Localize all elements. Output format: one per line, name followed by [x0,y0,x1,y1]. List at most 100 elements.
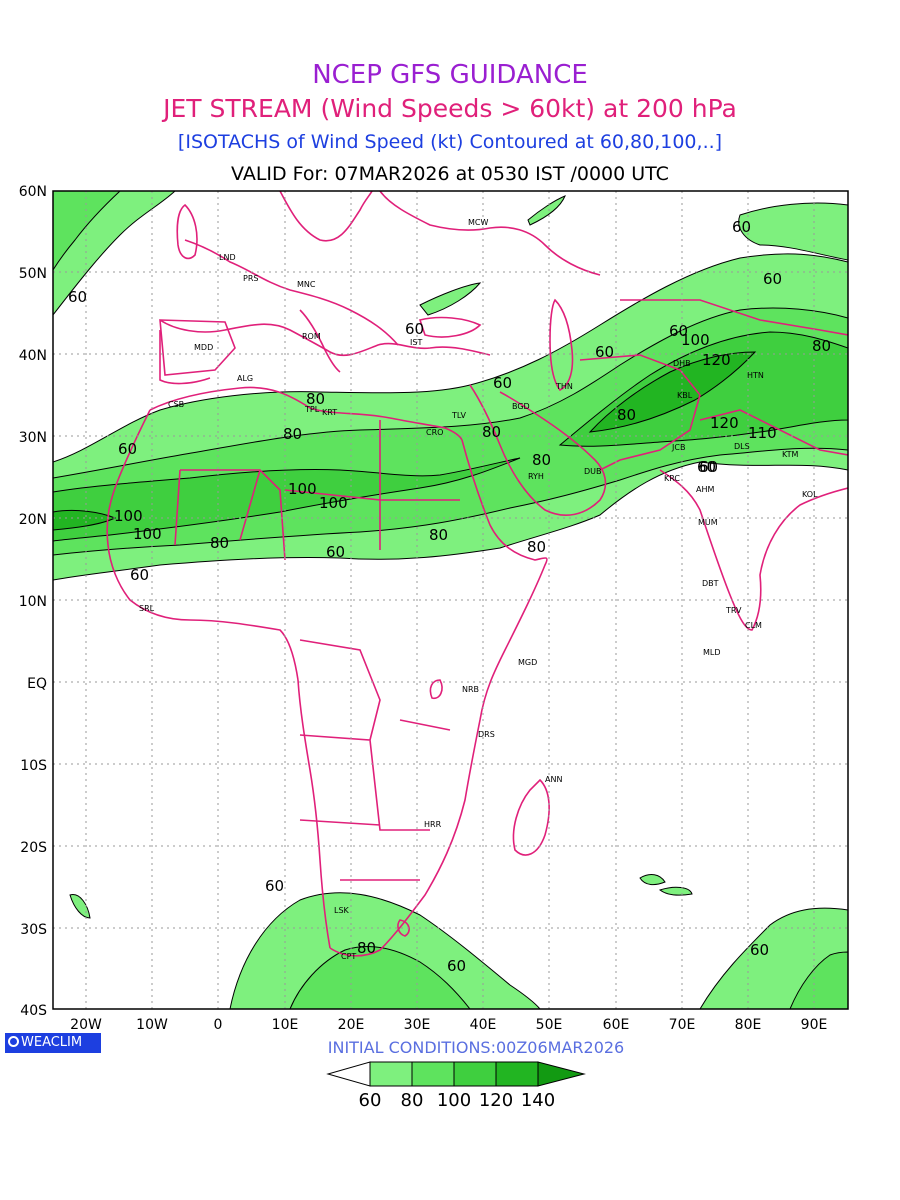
city-label: LSK [334,906,350,915]
city-label: AHM [696,485,714,494]
lat-tick-label: 40S [20,1003,47,1019]
city-label: LND [219,253,236,262]
lat-tick-label: 40N [19,348,47,364]
lon-tick-label: 60E [603,1017,630,1033]
legend-label: 100 [437,1090,471,1111]
isotach-60-siberia [738,202,848,261]
city-label: THN [555,382,573,391]
contour-label: 60 [447,957,466,975]
contour-label: 80 [429,526,448,544]
city-label: CRO [426,428,443,437]
contour-label: 80 [617,406,636,424]
city-label: ALG [237,374,253,383]
legend-label: 60 [359,1090,382,1111]
contour-label: 100 [319,494,348,512]
latitude-axis: 60N 50N 40N 30N 20N 10N EQ 10S 20S 30S 4… [19,184,47,1019]
lon-tick-label: 90E [801,1017,828,1033]
contour-label: 60 [326,543,345,561]
chart-subtitle: JET STREAM (Wind Speeds > 60kt) at 200 h… [163,94,737,123]
lon-tick-label: 30E [404,1017,431,1033]
city-label: CLM [745,621,762,630]
legend-label: 80 [401,1090,424,1111]
contour-label: 80 [210,534,229,552]
city-label: RYH [528,472,544,481]
lat-tick-label: EQ [27,676,47,692]
city-label: PRS [243,274,258,283]
contour-label: 100 [288,480,317,498]
contour-label: 60 [699,458,718,476]
legend-above-140 [537,1061,586,1087]
contour-label: 120 [702,351,731,369]
city-label: KBL [677,391,693,400]
city-label: DBT [702,579,719,588]
contour-label: 60 [763,270,782,288]
isotach-100-band [53,457,521,542]
lon-tick-label: 0 [214,1017,223,1033]
city-label: MGD [518,658,537,667]
legend-swatch-60 [369,1061,413,1087]
city-label: MLD [703,648,721,657]
map-frame [52,190,849,1010]
lon-tick-label: 40E [470,1017,497,1033]
logo-text: WEACLIM [21,1035,83,1050]
contour-label: 60 [750,941,769,959]
city-labels: MCW LND PRS MNC ROM IST MDD ALG CSB TPL … [139,218,818,961]
lon-tick-label: 20E [338,1017,365,1033]
contour-label: 80 [357,939,376,957]
city-label: NRB [462,685,479,694]
color-legend: 60 80 100 120 140 [326,1061,586,1111]
contour-label: 60 [697,458,716,476]
contour-label: 80 [482,423,501,441]
isotach-60-black-sea [419,282,482,316]
contour-label: 80 [283,425,302,443]
contour-label: 80 [812,337,831,355]
city-label: HTN [747,371,764,380]
city-label: DUB [584,467,602,476]
isotach-80-north-atlantic [53,191,121,271]
valid-time: VALID For: 07MAR2026 at 0530 IST /0000 U… [231,163,669,185]
longitude-axis: 20W 10W 0 10E 20E 30E 40E 50E 60E 70E 80… [70,1017,827,1033]
city-label: IST [410,338,422,347]
contour-label: 100 [681,331,710,349]
contour-label: 80 [527,538,546,556]
isotach-60-arctic [527,195,566,226]
contour-label: 60 [130,566,149,584]
city-label: ROM [302,332,321,341]
city-label: HRR [424,820,442,829]
lat-tick-label: 30S [20,922,47,938]
legend-below-60 [326,1061,371,1087]
lat-tick-label: 50N [19,266,47,282]
legend-label: 120 [479,1090,513,1111]
city-label: MUM [698,518,718,527]
isotach-120-core [588,351,757,433]
city-label: MNC [297,280,316,289]
chart-title: NCEP GFS GUIDANCE [312,60,588,90]
city-label: ANN [545,775,562,784]
legend-swatch-80 [411,1061,455,1087]
contour-labels: 60 60 60 80 60 100 60 60 60 80 120 80 12… [68,218,831,975]
logo-circle-icon [8,1036,19,1047]
lon-tick-label: 80E [735,1017,762,1033]
city-label: KRT [322,408,337,417]
city-label: MCW [468,218,488,227]
city-label: KRC [664,474,680,483]
contour-label: 100 [114,507,143,525]
contour-label: 80 [306,390,325,408]
lat-tick-label: 30N [19,430,47,446]
lon-tick-label: 10W [136,1017,168,1033]
city-label: SRL [139,604,155,613]
isotach-80-indian-ocean [789,951,848,1009]
lat-tick-label: 20N [19,512,47,528]
city-label: BGD [512,402,530,411]
city-label: TRV [725,606,742,615]
contour-description: [ISOTACHS of Wind Speed (kt) Contoured a… [177,131,723,153]
contour-label: 60 [405,320,424,338]
contour-label: 100 [133,525,162,543]
lat-tick-label: 60N [19,184,47,200]
city-label: CSB [168,400,184,409]
city-label: KTM [782,450,799,459]
contour-label: 80 [532,451,551,469]
city-label: DHB [673,359,691,368]
city-label: TLV [451,411,466,420]
